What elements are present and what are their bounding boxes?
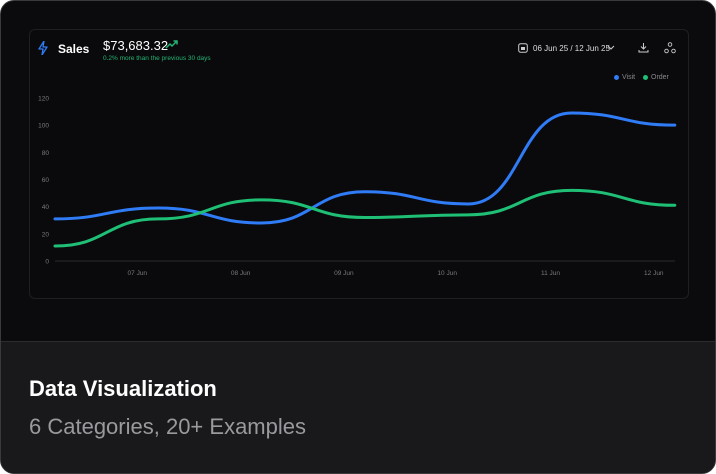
legend-visit[interactable]: Visit bbox=[614, 74, 635, 81]
y-tick-label: 0 bbox=[45, 259, 49, 266]
lightning-icon bbox=[38, 41, 48, 55]
x-tick-label: 08 Jun bbox=[231, 270, 251, 277]
date-range-label: 06 Jun 25 / 12 Jun 25 bbox=[533, 44, 610, 53]
legend-label: Visit bbox=[622, 74, 636, 81]
download-icon[interactable] bbox=[638, 42, 649, 53]
calendar-icon bbox=[518, 43, 528, 53]
chevron-down-icon bbox=[607, 45, 615, 50]
legend-dot-order bbox=[643, 75, 648, 80]
legend-dot-visit bbox=[614, 75, 619, 80]
series-line-visit bbox=[53, 111, 677, 225]
y-tick-label: 120 bbox=[38, 96, 49, 103]
footer: Data Visualization 6 Categories, 20+ Exa… bbox=[1, 341, 715, 473]
y-tick-label: 80 bbox=[42, 150, 50, 157]
footer-subtitle: 6 Categories, 20+ Examples bbox=[29, 414, 306, 439]
chart-panel bbox=[29, 29, 689, 299]
x-tick-label: 12 Jun bbox=[644, 270, 664, 277]
y-tick-label: 100 bbox=[38, 123, 49, 130]
y-tick-label: 20 bbox=[42, 231, 50, 238]
x-tick-label: 09 Jun bbox=[334, 270, 354, 277]
x-tick-label: 07 Jun bbox=[128, 270, 148, 277]
legend-label: Order bbox=[651, 74, 669, 81]
y-tick-label: 60 bbox=[42, 177, 50, 184]
sales-amount: $73,683.32 bbox=[103, 38, 169, 53]
x-tick-label: 11 Jun bbox=[541, 270, 560, 277]
trend-up-icon bbox=[165, 40, 178, 49]
legend-order[interactable]: Order bbox=[643, 74, 669, 81]
sales-note: 0.2% more than the previous 30 days bbox=[103, 55, 211, 62]
footer-title: Data Visualization bbox=[29, 376, 217, 401]
y-tick-label: 40 bbox=[42, 204, 50, 211]
series-line-order bbox=[53, 188, 677, 248]
chart-title: Sales bbox=[58, 42, 90, 56]
x-tick-label: 10 Jun bbox=[437, 270, 457, 277]
date-range-picker[interactable]: 06 Jun 25 / 12 Jun 25 bbox=[518, 42, 618, 56]
share-icon[interactable] bbox=[664, 42, 676, 54]
